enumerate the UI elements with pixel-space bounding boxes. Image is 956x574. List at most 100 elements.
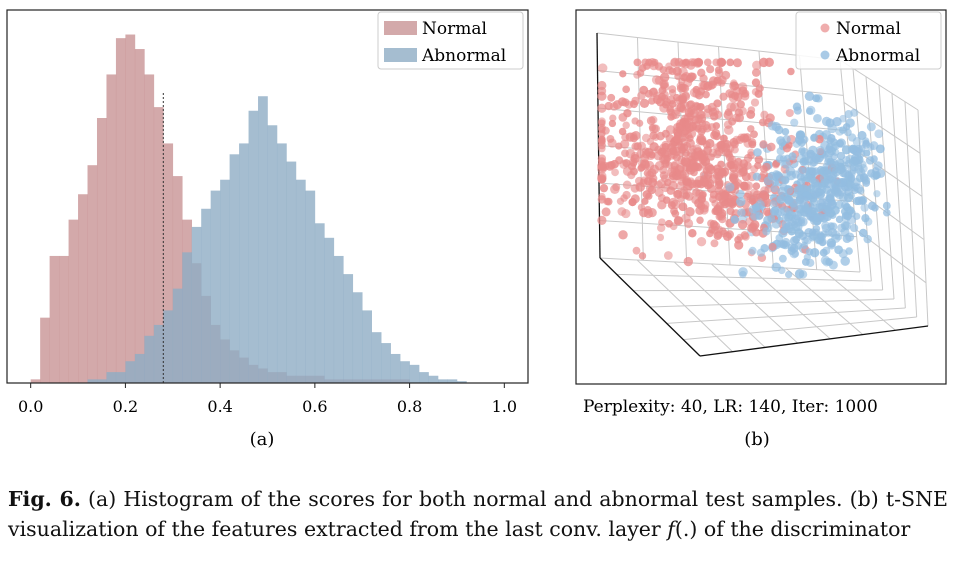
abnormal-scatter-point <box>858 228 868 238</box>
abnormal-scatter-point <box>816 232 825 241</box>
normal-scatter-point <box>618 230 628 240</box>
abnormal-scatter-point <box>812 167 820 175</box>
normal-scatter-point <box>750 130 758 139</box>
normal-scatter-point <box>646 137 655 146</box>
normal-scatter-point <box>597 80 607 90</box>
abnormal-histogram-bar <box>447 379 458 383</box>
normal-scatter-point <box>651 124 660 133</box>
abnormal-histogram-bar <box>134 353 145 383</box>
abnormal-scatter-point <box>790 118 799 127</box>
normal-scatter-point <box>615 142 623 150</box>
normal-scatter-point <box>681 92 691 102</box>
x-tick-label: 0.2 <box>113 397 138 416</box>
normal-histogram-bar <box>87 165 98 383</box>
abnormal-scatter-point <box>793 106 802 115</box>
abnormal-scatter-point <box>776 239 786 248</box>
normal-scatter-point <box>718 79 726 87</box>
normal-scatter-point <box>709 190 718 199</box>
normal-scatter-point <box>674 57 684 67</box>
normal-scatter-point <box>601 207 611 217</box>
abnormal-scatter-point <box>854 164 864 174</box>
normal-scatter-point <box>636 149 645 159</box>
normal-scatter-point <box>618 112 628 122</box>
abnormal-scatter-point <box>738 267 748 277</box>
normal-scatter-point <box>719 191 729 201</box>
normal-histogram-bar <box>172 176 183 383</box>
caption-text-end: (.) of the discriminator <box>674 517 911 541</box>
abnormal-scatter-point <box>846 215 857 225</box>
normal-scatter-point <box>730 159 740 170</box>
normal-scatter-point <box>715 212 724 221</box>
abnormal-scatter-point <box>769 200 778 208</box>
grid-line <box>865 76 884 291</box>
abnormal-scatter-point <box>862 139 870 147</box>
abnormal-histogram-bar <box>267 125 278 384</box>
normal-scatter-point <box>672 93 681 102</box>
normal-histogram-bar <box>115 38 126 384</box>
normal-scatter-point <box>706 229 714 238</box>
normal-scatter-point <box>597 173 607 184</box>
abnormal-scatter-point <box>801 158 809 166</box>
normal-scatter-point <box>717 58 726 67</box>
abnormal-scatter-point <box>786 170 796 181</box>
abnormal-histogram-bar <box>87 379 98 383</box>
legend-abnormal-swatch <box>384 48 417 62</box>
abnormal-scatter-point <box>839 169 848 178</box>
normal-scatter-point <box>597 91 607 101</box>
abnormal-scatter-point <box>795 194 805 203</box>
grid-line <box>597 107 847 132</box>
abnormal-histogram-bar <box>381 343 391 383</box>
abnormal-scatter-point <box>778 254 787 263</box>
abnormal-scatter-point <box>748 246 757 255</box>
x-tick-label: 0.4 <box>207 397 232 416</box>
abnormal-scatter-point <box>810 134 818 142</box>
abnormal-scatter-point <box>809 197 819 206</box>
legend-normal-swatch <box>384 21 417 35</box>
abnormal-scatter-point <box>815 145 825 155</box>
normal-scatter-point <box>759 140 768 149</box>
normal-scatter-point <box>668 89 677 97</box>
normal-scatter-point <box>672 127 682 136</box>
normal-scatter-point <box>737 219 748 230</box>
abnormal-scatter-point <box>840 221 850 230</box>
abnormal-scatter-point <box>778 228 788 238</box>
abnormal-histogram-bar <box>362 310 372 383</box>
abnormal-scatter-point <box>822 246 831 255</box>
normal-scatter-point <box>747 148 755 157</box>
normal-scatter-point <box>694 153 703 162</box>
normal-scatter-point <box>676 83 686 93</box>
normal-scatter-point <box>696 216 704 224</box>
abnormal-histogram-bar <box>229 154 240 383</box>
abnormal-scatter-point <box>770 184 779 193</box>
normal-scatter-point <box>609 102 619 111</box>
abnormal-histogram-bar <box>400 361 410 383</box>
abnormal-scatter-point <box>801 203 810 212</box>
normal-scatter-point <box>722 231 733 241</box>
normal-scatter-point <box>598 117 606 126</box>
grid-line <box>599 257 861 273</box>
abnormal-scatter-point <box>785 195 794 204</box>
abnormal-histogram-bar <box>248 110 259 383</box>
normal-scatter-point <box>597 215 607 225</box>
tsne-legend: Normal Abnormal <box>795 11 942 70</box>
grid-line <box>917 109 929 327</box>
normal-scatter-point <box>696 237 707 247</box>
normal-scatter-point <box>653 180 663 190</box>
abnormal-histogram-bar <box>172 288 183 383</box>
abnormal-scatter-point <box>829 158 839 168</box>
normal-scatter-point <box>677 77 686 86</box>
abnormal-histogram-bar <box>333 255 344 383</box>
histogram-bars <box>30 34 467 384</box>
normal-scatter-point <box>629 100 639 109</box>
abnormal-histogram-bar <box>96 379 107 383</box>
abnormal-scatter-point <box>751 203 760 212</box>
abnormal-scatter-point <box>813 154 823 164</box>
normal-scatter-point <box>754 155 764 164</box>
abnormal-histogram-bar <box>153 324 164 383</box>
normal-scatter-point <box>708 80 717 89</box>
normal-scatter-point <box>687 129 697 139</box>
abnormal-scatter-point <box>850 186 859 195</box>
normal-scatter-point <box>692 58 703 68</box>
normal-scatter-point <box>637 91 646 100</box>
